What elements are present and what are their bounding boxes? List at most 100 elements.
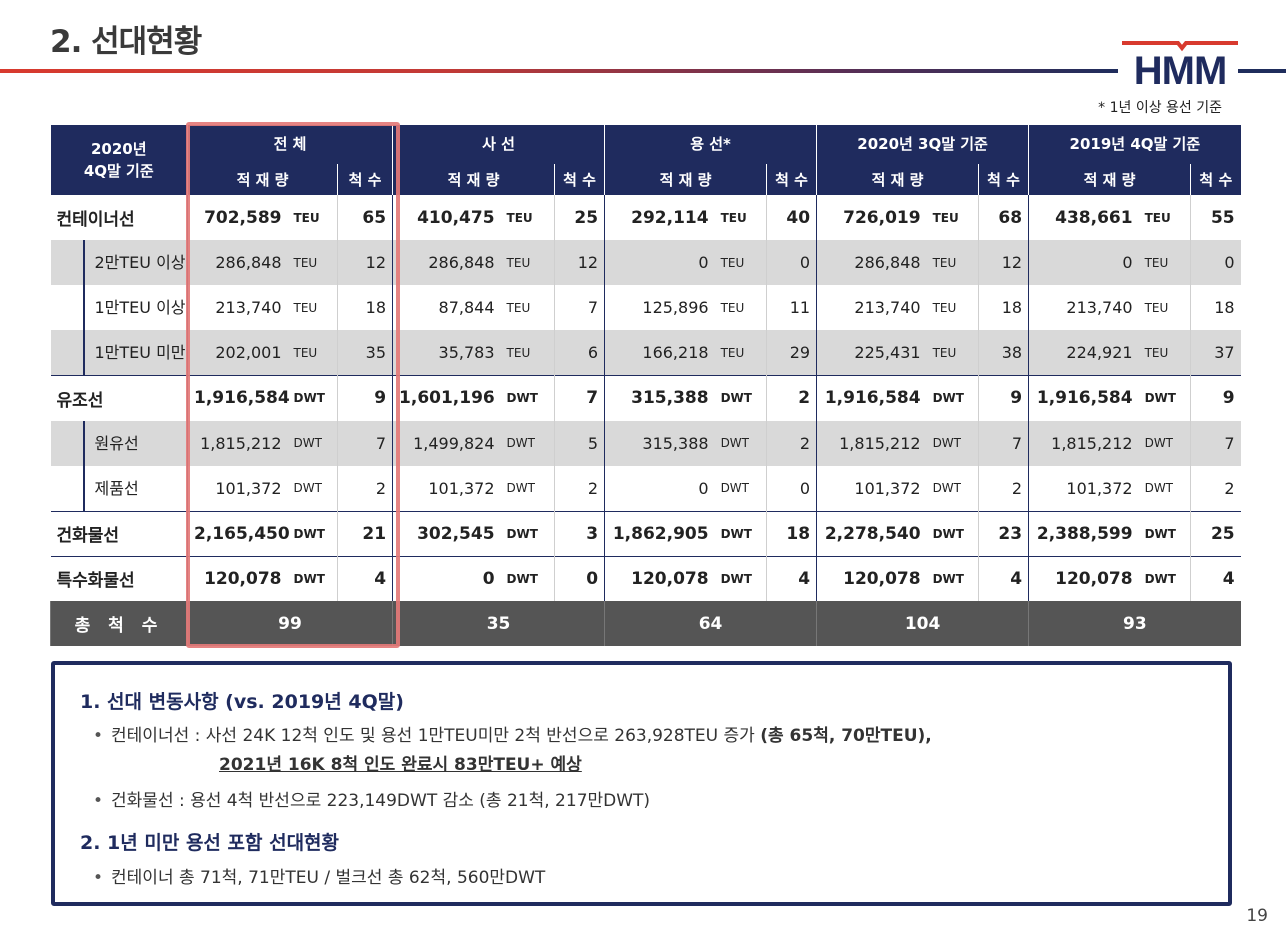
title-rule bbox=[0, 69, 1118, 73]
group-header-total: 전 체 bbox=[186, 125, 393, 163]
unit-label: TEU bbox=[1144, 210, 1171, 225]
ship-count: 11 bbox=[766, 285, 817, 330]
ship-count: 2 bbox=[1190, 465, 1241, 511]
unit-label: DWT bbox=[1138, 420, 1191, 466]
ship-count: 9 bbox=[978, 375, 1029, 421]
unit-label: TEU bbox=[293, 210, 320, 225]
ship-count: 18 bbox=[1190, 285, 1241, 330]
notes-box: 1. 선대 변동사항 (vs. 2019년 4Q말) • 컨테이너선 : 사선 2… bbox=[51, 661, 1232, 906]
ship-count: 37 bbox=[1190, 330, 1241, 376]
unit-label: DWT bbox=[932, 481, 961, 495]
capacity-value: 286,848 bbox=[392, 240, 501, 285]
unit-label: TEU bbox=[714, 240, 767, 285]
capacity-value: 101,372 bbox=[1028, 465, 1139, 511]
capacity-value: 1,916,584 bbox=[1028, 375, 1139, 421]
unit-label: DWT bbox=[287, 420, 338, 466]
sub-header-count: 척 수 bbox=[336, 162, 393, 195]
unit-label: TEU bbox=[506, 210, 533, 225]
svg-text:HMM: HMM bbox=[1134, 49, 1227, 90]
capacity-value: 101,372 bbox=[392, 465, 501, 511]
row-label: 유조선 bbox=[50, 375, 188, 421]
total-ship-count: 104 bbox=[816, 601, 1029, 646]
ship-count: 2 bbox=[766, 420, 817, 466]
sub-header-count: 척 수 bbox=[554, 162, 605, 195]
total-ship-count: 64 bbox=[604, 601, 817, 646]
table-row: 원유선 1,815,212 DWT 7 1,499,824 DWT 5 315,388 DWT 2… bbox=[50, 420, 1241, 466]
notes-bullet-fleet-incl: • 컨테이너 총 71척, 71만TEU / 벌크선 총 62척, 560만DWT bbox=[93, 868, 546, 888]
group-header-chartered: 용 선* bbox=[604, 125, 817, 163]
unit-label: DWT bbox=[500, 420, 555, 466]
ship-count: 40 bbox=[766, 195, 817, 240]
group-header-owned: 사 선 bbox=[392, 125, 605, 163]
capacity-value: 302,545 bbox=[392, 510, 501, 556]
unit-label: DWT bbox=[926, 510, 979, 556]
unit-label: TEU bbox=[506, 300, 531, 315]
unit-label: DWT bbox=[714, 555, 767, 601]
ship-count: 18 bbox=[978, 285, 1029, 330]
unit-label: DWT bbox=[720, 481, 749, 495]
unit-label: DWT bbox=[293, 481, 322, 495]
notes-heading-2: 2. 1년 미만 용선 포함 선대현황 bbox=[80, 832, 340, 854]
notes-bullet-dry-bulk: • 건화물선 : 용선 4척 반선으로 223,149DWT 감소 (총 21척,… bbox=[93, 791, 651, 811]
capacity-value: 0 bbox=[1028, 240, 1139, 285]
page-number: 19 bbox=[1246, 906, 1268, 926]
sub-header-capacity: 적 재 량 bbox=[1028, 162, 1191, 195]
notes-heading-1: 1. 선대 변동사항 (vs. 2019년 4Q말) bbox=[80, 691, 404, 713]
capacity-value: 1,601,196 bbox=[392, 375, 501, 421]
sub-header-count: 척 수 bbox=[1190, 162, 1241, 195]
row-label: 컨테이너선 bbox=[56, 210, 135, 230]
ship-count: 12 bbox=[978, 240, 1029, 285]
ship-count: 7 bbox=[554, 285, 605, 330]
capacity-value: 125,896 bbox=[604, 285, 715, 330]
unit-label: TEU bbox=[1138, 330, 1191, 376]
ship-count: 18 bbox=[336, 285, 393, 330]
notes-bullet-container-cont: 2021년 16K 8척 인도 완료시 83만TEU+ 예상 bbox=[219, 755, 582, 775]
capacity-value: 120,078 bbox=[187, 555, 288, 601]
unit-label: DWT bbox=[1138, 375, 1191, 421]
capacity-value: 202,001 bbox=[187, 330, 288, 376]
capacity-value: 702,589 bbox=[187, 195, 288, 240]
row-label: 1만TEU 미만 bbox=[50, 330, 188, 376]
capacity-value: 120,078 bbox=[604, 555, 715, 601]
ship-count: 25 bbox=[554, 195, 605, 240]
fleet-table: 2020년 4Q말 기준 전 체 사 선 용 선* 2020년 3Q말 기준 2… bbox=[50, 125, 1241, 646]
row-label: 제품선 bbox=[50, 465, 188, 511]
unit-label: DWT bbox=[926, 420, 979, 466]
unit-label: DWT bbox=[500, 375, 555, 421]
capacity-value: 1,815,212 bbox=[187, 420, 288, 466]
sub-header-capacity: 적 재 량 bbox=[604, 162, 767, 195]
unit-label: DWT bbox=[1138, 555, 1191, 601]
capacity-value: 2,278,540 bbox=[816, 510, 927, 556]
capacity-value: 225,431 bbox=[816, 330, 927, 376]
ship-count: 65 bbox=[336, 195, 393, 240]
table-row: 컨테이너선 702,589 TEU 65 410,475 TEU 25 292,114 TEU 4… bbox=[51, 195, 1241, 240]
capacity-value: 1,916,584 bbox=[187, 375, 290, 421]
unit-label: TEU bbox=[1144, 300, 1169, 315]
table-row: 특수화물선 120,078 DWT 4 0 DWT 0 120,078 DWT 4 120,078 D… bbox=[50, 555, 1241, 601]
capacity-value: 0 bbox=[604, 240, 715, 285]
unit-label: DWT bbox=[714, 510, 767, 556]
capacity-value: 224,921 bbox=[1028, 330, 1139, 376]
table-row: 건화물선 2,165,450 DWT 21 302,545 DWT 3 1,862,905 DW… bbox=[50, 510, 1241, 556]
capacity-value: 1,815,212 bbox=[1028, 420, 1139, 466]
capacity-value: 213,740 bbox=[187, 285, 288, 330]
ship-count: 3 bbox=[554, 510, 605, 556]
sub-header-capacity: 적 재 량 bbox=[816, 162, 979, 195]
ship-count: 9 bbox=[1190, 375, 1241, 421]
capacity-value: 286,848 bbox=[187, 240, 288, 285]
unit-label: DWT bbox=[500, 555, 555, 601]
capacity-value: 2,165,450 bbox=[187, 510, 290, 556]
ship-count: 55 bbox=[1190, 195, 1241, 240]
ship-count: 2 bbox=[554, 465, 605, 511]
capacity-value: 213,740 bbox=[1028, 285, 1139, 330]
capacity-value: 1,916,584 bbox=[816, 375, 927, 421]
ship-count: 0 bbox=[1190, 240, 1241, 285]
unit-label: TEU bbox=[500, 330, 555, 376]
unit-label: DWT bbox=[287, 510, 338, 556]
ship-count: 0 bbox=[554, 555, 605, 601]
capacity-value: 1,815,212 bbox=[816, 420, 927, 466]
capacity-value: 101,372 bbox=[816, 465, 927, 511]
table-row: 유조선 1,916,584 DWT 9 1,601,196 DWT 7 315,388 DWT 2… bbox=[50, 375, 1241, 421]
capacity-value: 120,078 bbox=[1028, 555, 1139, 601]
capacity-value: 87,844 bbox=[392, 285, 501, 330]
